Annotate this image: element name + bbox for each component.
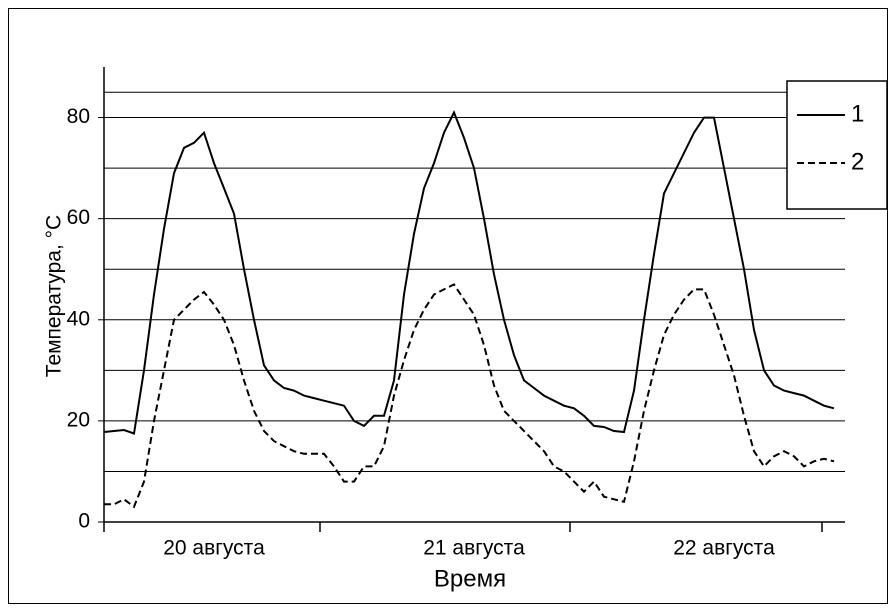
y-tick-label: 20 (67, 408, 90, 431)
y-axis-label: Температура, °C (43, 215, 66, 377)
legend-box (786, 80, 888, 210)
y-tick-label: 80 (67, 105, 90, 128)
y-tick-label: 0 (78, 510, 90, 533)
series-line (104, 283, 835, 509)
legend-label: 1 (851, 100, 864, 127)
series-line (103, 110, 835, 435)
x-tick-label: 21 августа (423, 537, 525, 560)
frame (8, 8, 888, 604)
y-tick-label: 60 (67, 206, 90, 229)
legend-label: 2 (851, 148, 864, 175)
x-tick-label: 22 августа (673, 537, 775, 560)
x-axis-label: Время (434, 565, 506, 592)
x-tick-label: 20 августа (163, 537, 265, 560)
y-tick-label: 40 (67, 307, 90, 330)
